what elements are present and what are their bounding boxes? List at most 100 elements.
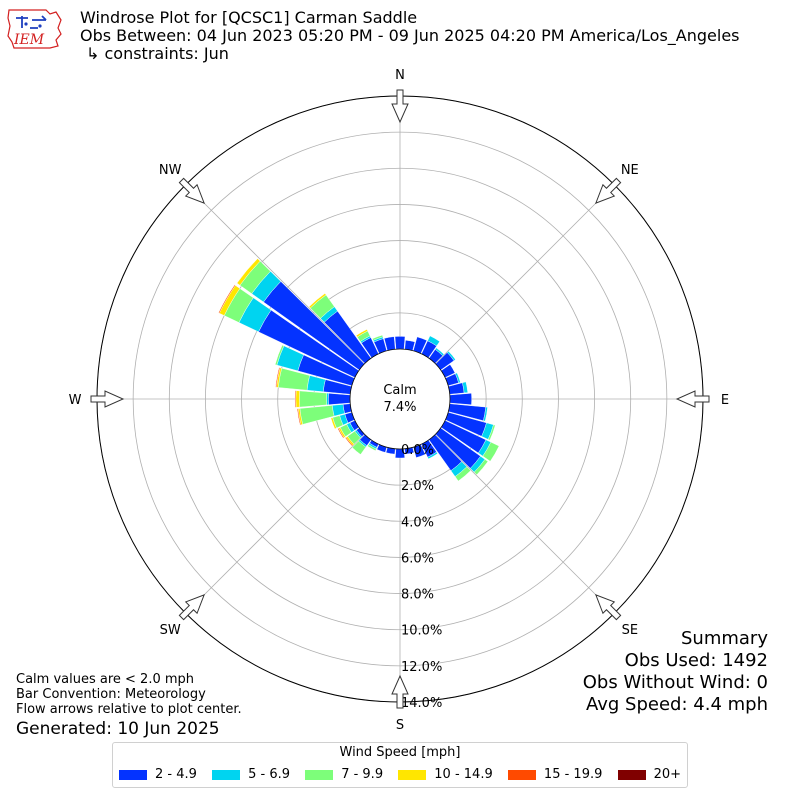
- windrose-bar: [454, 466, 471, 482]
- grid-spoke: [185, 184, 365, 364]
- windrose-bar: [372, 334, 384, 341]
- windrose-bar: [483, 406, 488, 422]
- legend-swatch: [305, 769, 334, 780]
- direction-label: N: [395, 68, 405, 83]
- radial-tick-label: 6.0%: [401, 551, 434, 566]
- grid-spoke: [435, 434, 615, 614]
- generated-date: Generated: 10 Jun 2025: [16, 719, 220, 739]
- avg-speed: Avg Speed: 4.4 mph: [586, 694, 768, 715]
- direction-label: NE: [621, 163, 639, 178]
- legend-swatch: [617, 769, 646, 780]
- calm-circle: [349, 348, 451, 450]
- flow-arrows-note: Flow arrows relative to plot center.: [16, 702, 242, 717]
- legend-label: 5 - 6.9: [248, 767, 290, 782]
- windrose-bar: [236, 258, 261, 286]
- windrose-bar: [455, 372, 461, 384]
- legend-label: 7 - 9.9: [341, 767, 384, 782]
- radial-tick-label: 8.0%: [401, 588, 434, 603]
- windrose-bar: [449, 393, 472, 405]
- radial-tick-label: 10.0%: [401, 624, 442, 639]
- logo-text: IEM: [13, 32, 45, 48]
- grid-spoke: [185, 434, 365, 614]
- direction-label: NW: [159, 163, 182, 178]
- windrose-bar: [473, 459, 489, 475]
- legend-swatch: [507, 769, 536, 780]
- legend-label: 2 - 4.9: [155, 767, 197, 782]
- windrose-bar: [367, 444, 377, 451]
- windrose-bar: [306, 375, 326, 392]
- radial-tick-label: 14.0%: [401, 696, 442, 711]
- legend-items: 2 - 4.9 5 - 6.9 7 - 9.9 10 - 14.9 15 - 19.9 2…: [119, 767, 681, 782]
- flow-arrow-icon: [594, 177, 622, 205]
- windrose-bar: [446, 350, 456, 361]
- bar-convention-note: Bar Convention: Meteorology: [16, 687, 206, 702]
- windrose-bar: [295, 390, 300, 408]
- notes-block: Calm values are < 2.0 mph Bar Convention…: [16, 672, 242, 717]
- direction-label: SW: [160, 623, 181, 638]
- constraints-text: ↳ constraints: Jun: [86, 44, 229, 63]
- summary-heading: Summary: [681, 628, 768, 649]
- obs-without-wind: Obs Without Wind: 0: [582, 672, 768, 693]
- radial-tick-label: 2.0%: [401, 479, 434, 494]
- windrose-bar: [351, 440, 367, 455]
- calm-note: Calm values are < 2.0 mph: [16, 672, 195, 687]
- legend-item: 10 - 14.9: [398, 767, 493, 782]
- windrose-bar: [337, 427, 345, 439]
- windrose-bar: [344, 437, 354, 447]
- legend-swatch: [212, 769, 241, 780]
- windrose-bar: [299, 390, 327, 408]
- flow-arrow-icon: [675, 390, 710, 408]
- legend-item: 2 - 4.9: [119, 767, 197, 782]
- calm-percent: 7.4%: [383, 400, 416, 415]
- legend-item: 5 - 6.9: [212, 767, 290, 782]
- legend-label: 20+: [653, 767, 681, 782]
- radial-tick-label: 4.0%: [401, 515, 434, 530]
- chart-subtitle: Obs Between: 04 Jun 2023 05:20 PM - 09 J…: [80, 26, 740, 45]
- windrose-bar: [462, 381, 468, 394]
- summary-block: Summary Obs Used: 1492 Obs Without Wind:…: [583, 628, 768, 716]
- windrose-bar: [427, 451, 438, 460]
- direction-label: SE: [622, 623, 638, 638]
- legend-title: Wind Speed [mph]: [339, 745, 461, 760]
- radial-tick-label: 0.0%: [401, 443, 434, 458]
- flow-arrow-icon: [594, 593, 622, 621]
- windrose-bar: [355, 329, 368, 338]
- windrose-bar: [434, 347, 445, 356]
- windrose-bar: [308, 293, 327, 309]
- legend-item: 7 - 9.9: [305, 767, 383, 782]
- legend-label: 15 - 19.9: [543, 767, 603, 782]
- legend-item: 15 - 19.9: [507, 767, 603, 782]
- flow-arrow-icon: [178, 593, 206, 621]
- flow-arrow-icon: [391, 89, 409, 124]
- windrose-bar: [394, 336, 406, 350]
- radial-tick-label: 12.0%: [401, 660, 442, 675]
- windrose-bar: [330, 417, 337, 430]
- flow-arrow-icon: [178, 177, 206, 205]
- windrose-bar: [482, 441, 500, 462]
- obs-used: Obs Used: 1492: [624, 650, 768, 671]
- legend-swatch: [119, 769, 147, 780]
- windrose-bar: [328, 393, 351, 405]
- windrose-bar: [274, 344, 285, 366]
- legend-label: 10 - 14.9: [434, 767, 493, 782]
- direction-label: W: [69, 393, 82, 408]
- windrose-bar: [296, 408, 302, 426]
- direction-label: S: [396, 718, 404, 733]
- direction-label: E: [721, 393, 729, 408]
- windrose-bar: [294, 390, 297, 408]
- grid-spoke: [435, 184, 615, 364]
- legend-item: 20+: [617, 767, 681, 782]
- windrose-bar: [218, 284, 236, 314]
- windrose-bar: [427, 335, 440, 347]
- legend-swatch: [398, 769, 427, 780]
- windrose-bar: [275, 367, 281, 388]
- windrose-bar: [487, 424, 496, 441]
- title-block: Windrose Plot for [QCSC1] Carman Saddle …: [80, 9, 740, 63]
- legend: Wind Speed [mph] 2 - 4.9 5 - 6.9 7 - 9.9 10…: [112, 742, 688, 788]
- windrose-bar: [332, 404, 345, 417]
- chart-title: Windrose Plot for [QCSC1] Carman Saddle: [80, 8, 418, 27]
- iem-logo: IEM: [7, 9, 62, 49]
- flow-arrow-icon: [90, 390, 125, 408]
- flow-arrow-icon: [391, 674, 409, 709]
